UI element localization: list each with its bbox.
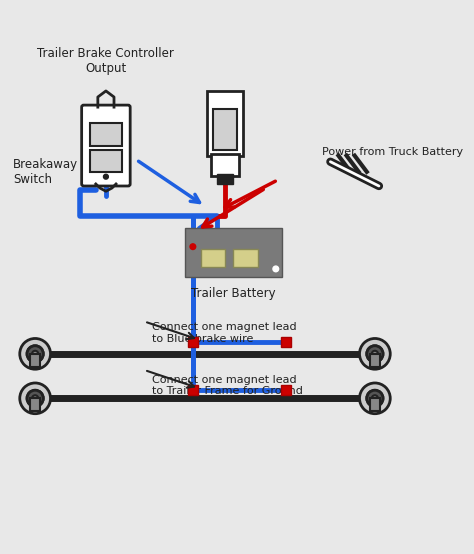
Bar <box>370 354 380 367</box>
Bar <box>207 91 244 156</box>
Bar <box>185 228 282 277</box>
Bar <box>30 354 40 367</box>
Bar <box>281 386 291 395</box>
Circle shape <box>20 383 51 414</box>
Circle shape <box>372 351 378 357</box>
Bar <box>370 398 380 412</box>
Bar <box>188 337 198 347</box>
Circle shape <box>359 383 390 414</box>
Circle shape <box>27 390 44 407</box>
Circle shape <box>20 338 51 369</box>
FancyBboxPatch shape <box>82 105 130 186</box>
Circle shape <box>367 346 383 362</box>
Circle shape <box>367 390 383 407</box>
Bar <box>217 174 233 184</box>
Bar <box>30 398 40 412</box>
Bar <box>90 150 122 172</box>
Circle shape <box>273 266 279 272</box>
Bar <box>188 386 198 395</box>
Bar <box>213 109 237 150</box>
Text: Power from Truck Battery: Power from Truck Battery <box>322 147 464 157</box>
Circle shape <box>366 390 383 407</box>
Text: Trailer Battery: Trailer Battery <box>191 287 276 300</box>
Bar <box>281 337 291 347</box>
Bar <box>201 249 225 267</box>
Bar <box>211 153 239 176</box>
Circle shape <box>32 351 38 357</box>
Circle shape <box>366 345 383 362</box>
Text: Trailer Brake Controller
Output: Trailer Brake Controller Output <box>37 47 174 75</box>
Text: Connect one magnet lead
to Blue brake wire: Connect one magnet lead to Blue brake wi… <box>153 322 297 344</box>
Circle shape <box>27 390 43 407</box>
Circle shape <box>27 345 44 362</box>
Circle shape <box>27 346 43 362</box>
Bar <box>233 249 257 267</box>
Circle shape <box>103 175 109 179</box>
Circle shape <box>372 395 378 402</box>
Circle shape <box>190 244 196 249</box>
Text: Connect one magnet lead
to Trailer Frame for Ground: Connect one magnet lead to Trailer Frame… <box>153 375 303 397</box>
Text: Breakaway
Switch: Breakaway Switch <box>13 158 78 186</box>
Circle shape <box>32 395 38 402</box>
Bar <box>90 124 122 146</box>
Circle shape <box>359 338 390 369</box>
